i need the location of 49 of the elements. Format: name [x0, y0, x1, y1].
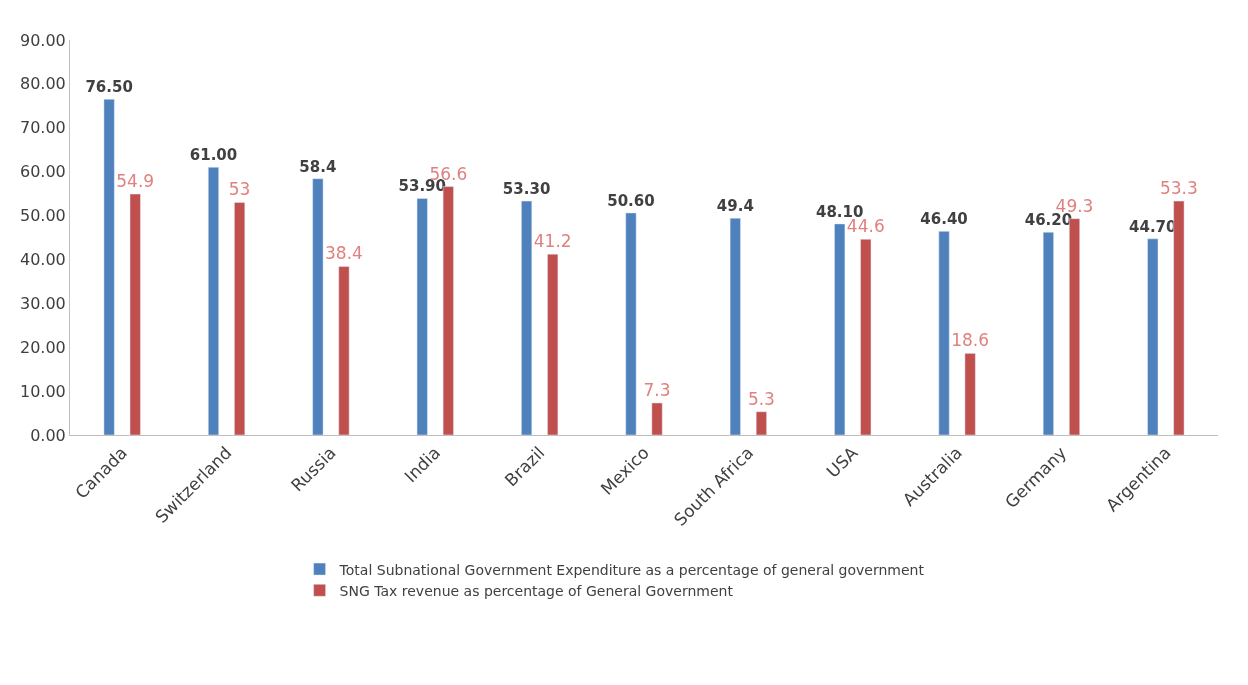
- bar: [834, 223, 846, 435]
- y-tick-label: 20.00: [19, 337, 66, 357]
- data-label: 58.4: [299, 157, 337, 176]
- bar: [103, 99, 115, 435]
- bar: [312, 178, 324, 435]
- bar: [1147, 238, 1159, 435]
- data-label: 53.30: [502, 180, 551, 199]
- bar: [521, 200, 533, 435]
- data-label: 46.40: [920, 210, 968, 229]
- legend-label: SNG Tax revenue as percentage of General Government: [339, 582, 734, 599]
- data-label: 49.4: [716, 197, 754, 216]
- y-tick-label: 10.00: [19, 381, 66, 401]
- bar: [1042, 231, 1054, 435]
- bar: [625, 212, 637, 435]
- data-label: 61.00: [189, 146, 238, 165]
- bar: [651, 402, 663, 435]
- data-label: 76.50: [85, 78, 133, 97]
- data-label: 53: [228, 179, 251, 200]
- bar: [208, 167, 219, 435]
- data-label: 41.2: [533, 231, 572, 252]
- y-tick-label: 30.00: [19, 293, 66, 313]
- x-tick-label: USA: [822, 442, 862, 482]
- y-tick-label: 40.00: [19, 250, 66, 270]
- y-tick-label: 90.00: [19, 30, 66, 50]
- y-tick-label: 50.00: [19, 206, 66, 226]
- bar: [129, 193, 141, 435]
- bar: [1173, 200, 1185, 435]
- bar: [234, 202, 246, 435]
- bar: [964, 353, 976, 435]
- bar: [729, 217, 741, 435]
- y-tick-label: 70.00: [19, 118, 66, 138]
- bar: [547, 253, 559, 435]
- legend-label: Total Subnational Government Expenditure as a percentage of general government: [338, 561, 925, 578]
- data-label: 50.60: [607, 191, 655, 210]
- bar: [416, 198, 428, 435]
- bar: [938, 231, 950, 435]
- data-label: 54.9: [116, 171, 155, 192]
- data-label: 53.3: [1159, 178, 1198, 199]
- bar: [755, 411, 767, 435]
- y-tick-label: 0.00: [30, 425, 66, 445]
- bar: [860, 239, 872, 435]
- data-label: 44.6: [846, 216, 885, 237]
- data-label: 18.6: [951, 330, 990, 351]
- data-label: 7.3: [643, 379, 671, 400]
- data-label: 5.3: [747, 388, 775, 409]
- y-tick-label: 80.00: [19, 74, 66, 94]
- y-tick-label: 60.00: [19, 162, 66, 182]
- bar: [338, 266, 350, 435]
- data-label: 38.4: [325, 243, 363, 264]
